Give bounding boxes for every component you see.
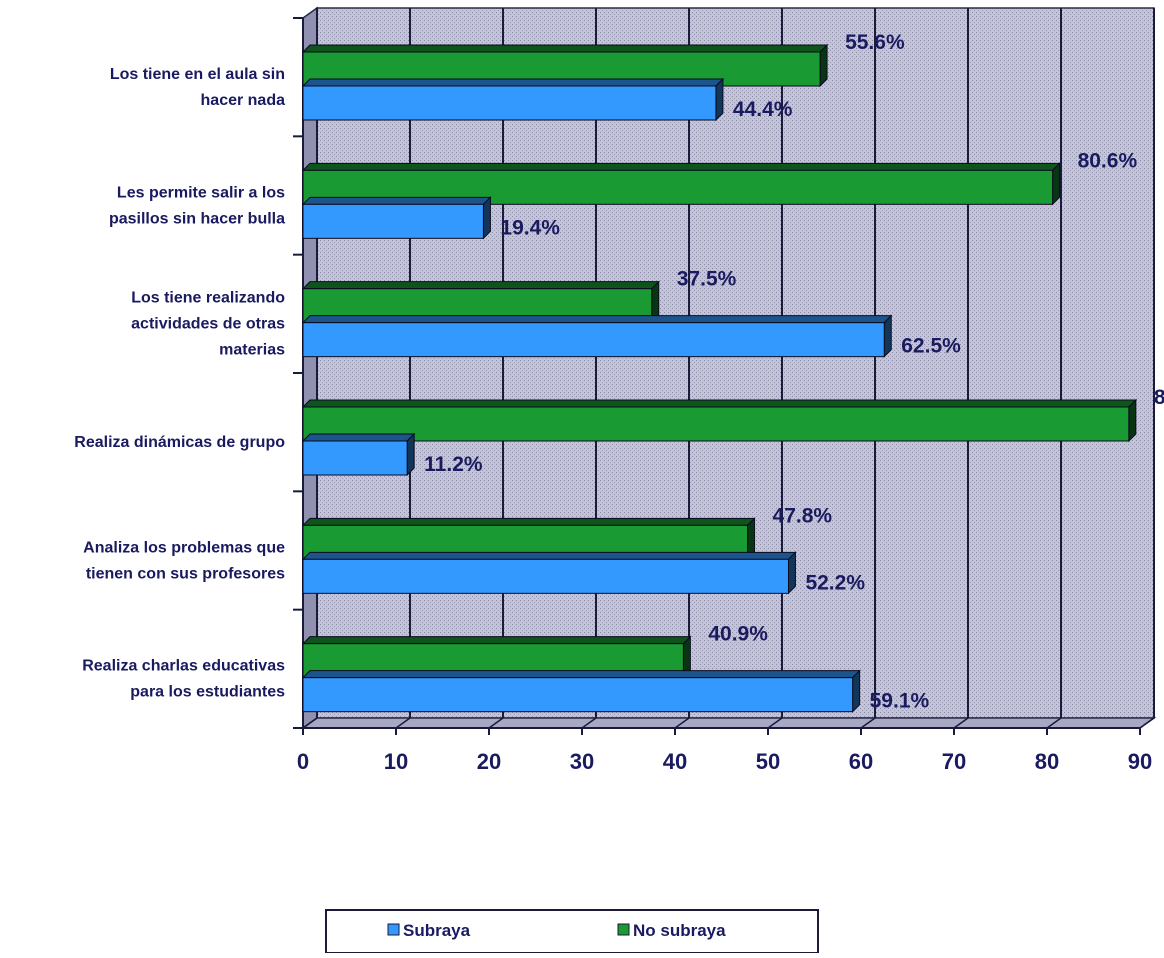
bar-top (301, 551, 797, 560)
category-label-line: Realiza charlas educativas (82, 658, 285, 675)
bar-end (787, 551, 796, 595)
value-label: 59.1% (870, 690, 930, 713)
category-label: Realiza charlas educativas para los estud… (82, 658, 285, 701)
bar-end (482, 196, 491, 240)
x-tick-label: 0 (297, 749, 309, 774)
category-label-line: pasillos sin hacer bulla (109, 210, 285, 227)
value-label: 11.2% (424, 453, 483, 476)
category-label-line: Analiza los problemas que (83, 539, 285, 556)
category-label-line: Los tiene realizando (131, 290, 285, 307)
category-label-line: Los tiene en el aula sin (110, 66, 285, 83)
bar-end (406, 432, 415, 477)
x-tick-label: 50 (756, 749, 780, 774)
bar-end (883, 314, 892, 358)
bar-top (301, 315, 893, 324)
x-tick-label: 80 (1035, 749, 1059, 774)
bar-top (301, 196, 492, 205)
bar-top (301, 281, 660, 290)
legend-swatch-subraya (387, 923, 400, 936)
category-label-line: tienen con sus profesores (86, 565, 285, 582)
category-label-line: Realiza dinámicas de grupo (74, 434, 285, 451)
value-label: 37.5% (677, 268, 737, 291)
bar-top (301, 670, 861, 679)
category-label-line: para los estudiantes (130, 684, 285, 701)
bar-subraya (302, 203, 484, 239)
x-tick-label: 20 (477, 749, 501, 774)
floor-gridline (860, 717, 876, 729)
category-label-line: materias (219, 342, 285, 359)
bar-top (301, 78, 725, 87)
bar-subraya (302, 440, 408, 476)
x-tick-label: 10 (384, 749, 408, 774)
x-tick-label: 70 (942, 749, 966, 774)
category-label: Los tiene en el aula sin hacer nada (110, 66, 285, 109)
value-label: 55.6% (845, 31, 905, 54)
labels: 0 10 20 30 40 50 60 70 80 90 55.6% 44.4% Los tiene e… (74, 31, 1164, 774)
category-label: Realiza dinámicas de grupo (74, 434, 285, 451)
gridlines (293, 8, 1155, 735)
floor-gridline (767, 717, 783, 729)
bar-subraya (302, 322, 885, 358)
bar-top (301, 517, 756, 526)
x-tick-label: 60 (849, 749, 873, 774)
bar-subraya (302, 558, 789, 594)
floor-gridline (302, 717, 318, 729)
floor-gridline (1046, 717, 1062, 729)
bar-end (1128, 398, 1137, 443)
x-tick-label: 90 (1128, 749, 1152, 774)
category-label: Los tiene realizando actividades de otras… (131, 290, 285, 359)
bar-end (1052, 162, 1061, 206)
bar-subraya (302, 677, 854, 713)
floor-gridline (488, 717, 504, 729)
category-label: Analiza los problemas que tienen con sus … (83, 539, 285, 582)
value-label: 52.2% (805, 571, 865, 594)
value-label: 47.8% (773, 504, 833, 527)
bar-end (715, 77, 724, 122)
floor-gridline (674, 717, 690, 729)
category-label-line: actividades de otras (131, 316, 285, 333)
legend-label-subraya: Subraya (403, 921, 471, 940)
category-label-line: Les permite salir a los (117, 184, 285, 201)
bar-top (301, 162, 1061, 171)
bar-no-subraya (302, 406, 1130, 442)
value-label: 88.8% (1154, 386, 1164, 409)
x-tick-label: 40 (663, 749, 687, 774)
value-label: 19.4% (500, 216, 560, 239)
floor-gridline (1139, 717, 1155, 729)
legend-swatch-no-subraya (617, 923, 630, 936)
floor-gridline (953, 717, 969, 729)
bar-top (301, 636, 692, 645)
category-label-line: hacer nada (201, 92, 286, 109)
value-label: 44.4% (733, 98, 793, 121)
value-label: 40.9% (708, 623, 768, 646)
category-label: Les permite salir a los pasillos sin hace… (109, 184, 285, 227)
bar-top (301, 44, 829, 53)
bar-top (301, 433, 416, 442)
floor (300, 717, 1157, 729)
value-label: 62.5% (901, 335, 961, 358)
legend-label-no-subraya: No subraya (633, 921, 726, 940)
bars (301, 43, 1138, 713)
bar-end (852, 669, 861, 713)
legend: Subraya No subraya (325, 909, 819, 954)
floor-gridline (581, 717, 597, 729)
floor-gridline (395, 717, 411, 729)
bar-top (301, 399, 1138, 408)
legend-box (325, 909, 819, 954)
value-label: 80.6% (1078, 149, 1138, 172)
bar-subraya (302, 85, 717, 121)
x-tick-label: 30 (570, 749, 594, 774)
bar-end (819, 43, 828, 88)
